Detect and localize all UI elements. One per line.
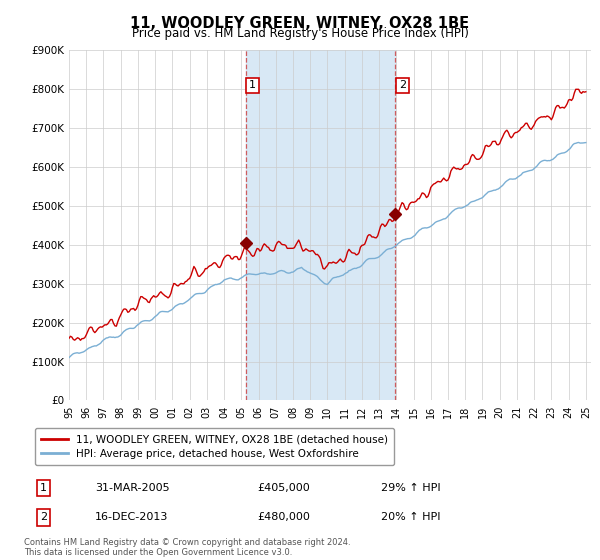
- Text: 2: 2: [40, 512, 47, 522]
- Text: Price paid vs. HM Land Registry's House Price Index (HPI): Price paid vs. HM Land Registry's House …: [131, 27, 469, 40]
- Text: 20% ↑ HPI: 20% ↑ HPI: [381, 512, 440, 522]
- Text: £480,000: £480,000: [257, 512, 310, 522]
- Text: 1: 1: [40, 483, 47, 493]
- Text: 16-DEC-2013: 16-DEC-2013: [95, 512, 168, 522]
- Text: 11, WOODLEY GREEN, WITNEY, OX28 1BE: 11, WOODLEY GREEN, WITNEY, OX28 1BE: [130, 16, 470, 31]
- Bar: [245, 50, 395, 400]
- Text: 29% ↑ HPI: 29% ↑ HPI: [381, 483, 440, 493]
- Text: 1: 1: [249, 81, 256, 90]
- Text: Contains HM Land Registry data © Crown copyright and database right 2024.
This d: Contains HM Land Registry data © Crown c…: [24, 538, 350, 557]
- Text: £405,000: £405,000: [257, 483, 310, 493]
- Text: 2: 2: [399, 81, 406, 90]
- Text: 31-MAR-2005: 31-MAR-2005: [95, 483, 169, 493]
- Legend: 11, WOODLEY GREEN, WITNEY, OX28 1BE (detached house), HPI: Average price, detach: 11, WOODLEY GREEN, WITNEY, OX28 1BE (det…: [35, 428, 394, 465]
